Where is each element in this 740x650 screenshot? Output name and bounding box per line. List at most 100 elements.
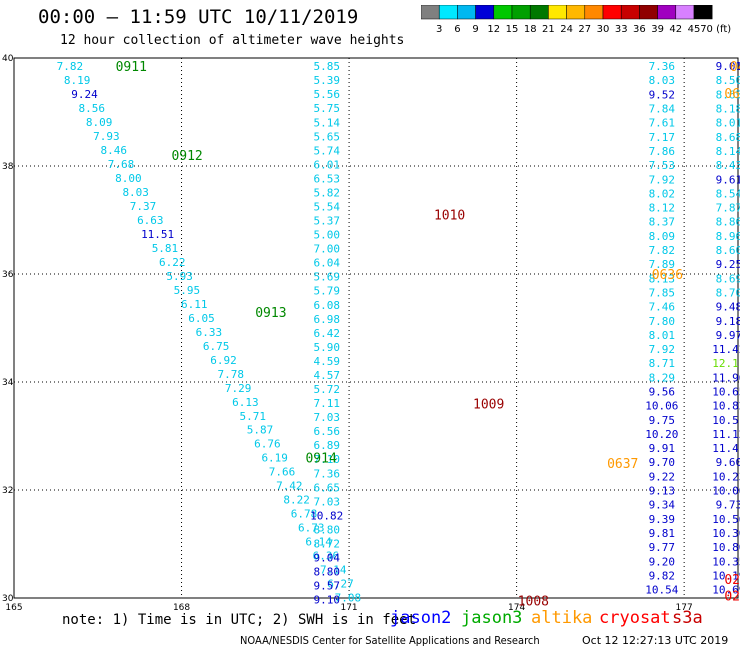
- wave-height-value: 9.91: [649, 442, 676, 455]
- pass-time-label: 1010: [434, 209, 465, 224]
- wave-height-value: 5.81: [152, 242, 179, 255]
- wave-height-value: 9.24: [71, 88, 98, 101]
- wave-height-value: 9.25: [716, 258, 740, 271]
- wave-height-value: 7.85: [649, 286, 676, 299]
- color-scale-label: 45: [688, 24, 701, 35]
- wave-height-value: 7.84: [649, 103, 676, 116]
- wave-height-value: 5.79: [313, 285, 340, 298]
- pass-time-label: 1008: [518, 595, 549, 610]
- color-scale-label: 15: [506, 24, 519, 35]
- wave-height-value: 9.73: [716, 499, 740, 512]
- wave-height-value: 6.14: [305, 536, 332, 549]
- wave-height-value: 8.60: [716, 244, 740, 257]
- wave-height-value: 9.13: [649, 485, 676, 498]
- wave-height-value: 8.22: [283, 494, 310, 507]
- wave-height-value: 7.66: [269, 466, 296, 479]
- pass-time-label: 0207: [724, 573, 740, 588]
- wave-height-value: 8.03: [122, 186, 149, 199]
- pass-time-label: 0913: [255, 306, 286, 321]
- wave-height-value: 6.13: [232, 396, 259, 409]
- wave-height-value: 8.02: [649, 187, 676, 200]
- y-tick-label: 36: [2, 270, 14, 280]
- wave-height-value: 10.30: [712, 527, 740, 540]
- credit-text: NOAA/NESDIS Center for Satellite Applica…: [240, 634, 540, 647]
- wave-height-value: 7.80: [649, 315, 676, 328]
- wave-height-value: 8.72: [313, 537, 340, 550]
- wave-height-value: 10.56: [712, 513, 740, 526]
- wave-height-value: 7.14: [320, 564, 347, 577]
- wave-height-value: 9.52: [649, 88, 676, 101]
- color-scale-label: 3: [436, 24, 442, 35]
- wave-height-value: 10.23: [712, 470, 740, 483]
- wave-height-value: 6.78: [291, 508, 318, 521]
- legend-cryosat: cryosat: [599, 608, 671, 628]
- y-tick-label: 34: [2, 378, 14, 388]
- wave-height-value: 6.75: [203, 340, 230, 353]
- wave-height-value: 9.75: [649, 414, 676, 427]
- wave-height-value: 8.96: [716, 230, 740, 243]
- color-scale-label: 39: [651, 24, 664, 35]
- color-scale-label: 30: [597, 24, 610, 35]
- wave-height-value: 7.92: [649, 343, 676, 356]
- wave-height-value: 10.69: [712, 584, 740, 597]
- wave-height-value: 6.04: [313, 257, 340, 270]
- wave-height-value: 7.29: [225, 382, 252, 395]
- wave-height-value: 5.95: [174, 284, 201, 297]
- wave-height-value: 9.20: [649, 555, 676, 568]
- wave-height-value: 8.69: [716, 272, 740, 285]
- wave-height-value: 7.46: [649, 301, 676, 314]
- wave-height-value: 7.82: [649, 244, 676, 257]
- wave-height-value: 7.36: [649, 60, 676, 73]
- wave-height-value: 8.01: [716, 117, 740, 130]
- wave-height-value: 6.92: [210, 354, 237, 367]
- wave-height-value: 4.59: [313, 355, 340, 368]
- pass-time-label: 0914: [305, 452, 336, 467]
- wave-height-value: 11.41: [712, 442, 740, 455]
- wave-height-value: 8.65: [716, 88, 740, 101]
- wave-height-value: 8.71: [649, 357, 676, 370]
- wave-height-value: 5.85: [313, 60, 340, 73]
- wave-height-value: 8.37: [649, 216, 676, 229]
- wave-height-value: 7.36: [313, 467, 340, 480]
- wave-height-value: 8.50: [716, 74, 740, 87]
- wave-height-value: 10.35: [712, 555, 740, 568]
- wave-height-value: 10.06: [712, 485, 740, 498]
- wave-height-value: 7.53: [649, 159, 676, 172]
- wave-height-value: 6.01: [313, 158, 340, 171]
- wave-height-value: 5.71: [239, 410, 266, 423]
- color-scale-label: 18: [524, 24, 537, 35]
- wave-height-value: 5.54: [313, 201, 340, 214]
- x-tick-label: 168: [173, 603, 190, 613]
- wave-height-value: 7.68: [108, 158, 135, 171]
- wave-height-value: 10.80: [712, 541, 740, 554]
- color-scale-label: 36: [633, 24, 646, 35]
- wave-height-value: 7.00: [313, 243, 340, 256]
- wave-height-value: 6.53: [313, 172, 340, 185]
- legend-altika: altika: [531, 608, 593, 628]
- wave-height-value: 8.54: [716, 187, 740, 200]
- wave-height-value: 5.14: [313, 116, 340, 129]
- wave-height-value: 6.56: [313, 425, 340, 438]
- wave-height-value: 4.57: [313, 369, 340, 382]
- y-tick-label: 40: [2, 54, 14, 64]
- wave-height-value: 7.17: [649, 131, 676, 144]
- chart-subtitle: 12 hour collection of altimeter wave hei…: [60, 33, 405, 48]
- wave-height-value: 9.60: [716, 456, 740, 469]
- wave-height-value: 6.19: [261, 452, 288, 465]
- wave-height-value: 5.82: [313, 186, 340, 199]
- wave-height-value: 9.70: [649, 456, 676, 469]
- wave-height-value: 5.87: [247, 424, 274, 437]
- wave-height-value: 6.33: [196, 326, 223, 339]
- wave-height-value: 7.78: [218, 368, 245, 381]
- pass-time-label: 0636: [652, 268, 683, 283]
- legend-jason2: jason2: [390, 608, 452, 628]
- credit-date: Oct 12 12:27:13 UTC 2019: [582, 634, 729, 647]
- wave-height-value: 7.61: [649, 117, 676, 130]
- wave-height-value: 8.43: [716, 159, 740, 172]
- wave-height-value: 8.00: [115, 172, 142, 185]
- wave-height-value: 7.11: [313, 397, 340, 410]
- color-scale-label: 6: [454, 24, 460, 35]
- wave-height-value: 9.01: [716, 60, 740, 73]
- wave-height-value: 7.86: [649, 145, 676, 158]
